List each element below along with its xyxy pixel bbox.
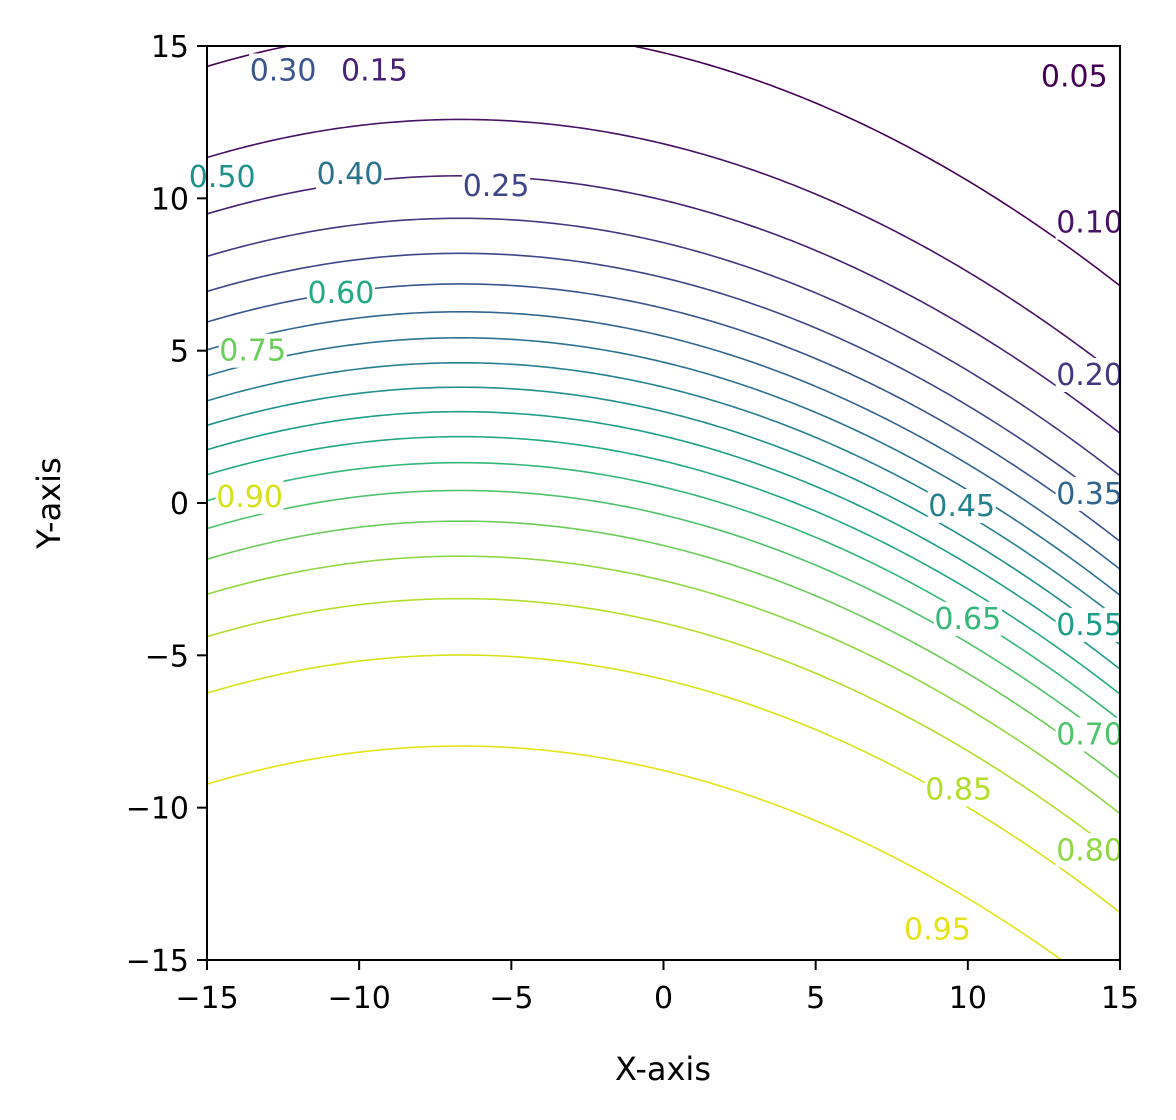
contour-label-0.85: 0.85 [924, 772, 993, 807]
contour-label-0.55: 0.55 [1055, 607, 1124, 643]
svg-text:0.75: 0.75 [219, 334, 286, 369]
contour-label-0.35: 0.35 [1055, 476, 1124, 512]
y-tick-label: 5 [170, 335, 189, 370]
x-axis-ticks: −15 −10 −5 0 5 10 15 [175, 960, 1139, 1016]
contour-label-0.10: 0.10 [1055, 205, 1124, 241]
contour-line-0.55 [207, 410, 1120, 670]
svg-text:0.10: 0.10 [1056, 206, 1123, 241]
y-tick-label: −10 [126, 792, 189, 827]
svg-text:0.80: 0.80 [1056, 833, 1123, 868]
svg-text:0.15: 0.15 [341, 53, 408, 88]
contour-label-0.45: 0.45 [927, 489, 996, 524]
svg-text:0.20: 0.20 [1056, 358, 1123, 393]
y-tick-label: −15 [126, 944, 189, 979]
contour-label-0.40: 0.40 [316, 157, 384, 192]
svg-text:0.45: 0.45 [928, 489, 995, 524]
svg-text:0.30: 0.30 [250, 53, 317, 88]
contour-label-0.80: 0.80 [1055, 833, 1124, 868]
contour-label-0.95: 0.95 [903, 912, 972, 948]
contour-label-0.05: 0.05 [1040, 59, 1109, 95]
x-tick-label: 5 [806, 981, 825, 1016]
svg-text:0.05: 0.05 [1041, 60, 1108, 95]
contour-label-0.20: 0.20 [1055, 358, 1124, 393]
contour-label-0.90: 0.90 [215, 479, 284, 515]
contour-label-0.25: 0.25 [462, 169, 531, 204]
y-tick-label: 15 [151, 30, 189, 65]
svg-text:0.50: 0.50 [189, 160, 256, 195]
y-axis-ticks: −15 −10 −5 0 5 10 15 [126, 30, 207, 979]
x-tick-label: −5 [489, 981, 533, 1016]
svg-text:0.70: 0.70 [1056, 718, 1123, 753]
y-axis-label: Y-axis [30, 457, 68, 549]
y-tick-label: 0 [170, 487, 189, 522]
contour-label-0.15: 0.15 [340, 53, 409, 88]
contour-label-0.60: 0.60 [306, 275, 375, 311]
svg-text:0.35: 0.35 [1056, 477, 1123, 512]
svg-text:0.60: 0.60 [308, 276, 375, 311]
contour-line-0.60 [207, 435, 1120, 695]
contour-line-0.20 [207, 217, 1120, 477]
svg-text:0.40: 0.40 [317, 157, 384, 192]
svg-text:0.55: 0.55 [1056, 608, 1123, 643]
x-tick-label: 15 [1101, 981, 1139, 1016]
contour-labels: 0.05 0.10 0.15 0.20 0.25 0.30 0.35 0.40 0.45 0.50… [188, 53, 1124, 948]
x-tick-label: −15 [175, 981, 238, 1016]
x-tick-label: 0 [654, 981, 673, 1016]
contour-line-0.95 [207, 745, 1063, 960]
x-axis-label: X-axis [615, 1050, 711, 1088]
contour-label-0.65: 0.65 [933, 601, 1002, 637]
x-tick-label: 10 [949, 981, 987, 1016]
svg-text:0.85: 0.85 [925, 772, 992, 807]
contour-label-0.70: 0.70 [1055, 717, 1124, 753]
svg-text:0.90: 0.90 [216, 480, 283, 515]
svg-text:0.65: 0.65 [934, 602, 1001, 637]
contour-label-0.30: 0.30 [249, 53, 318, 88]
contour-label-0.75: 0.75 [218, 333, 287, 369]
svg-text:0.95: 0.95 [904, 913, 971, 948]
y-tick-label: −5 [145, 639, 189, 674]
svg-text:0.25: 0.25 [463, 169, 530, 204]
y-tick-label: 10 [151, 182, 189, 217]
contour-label-0.50: 0.50 [188, 160, 257, 195]
x-tick-label: −10 [328, 981, 391, 1016]
